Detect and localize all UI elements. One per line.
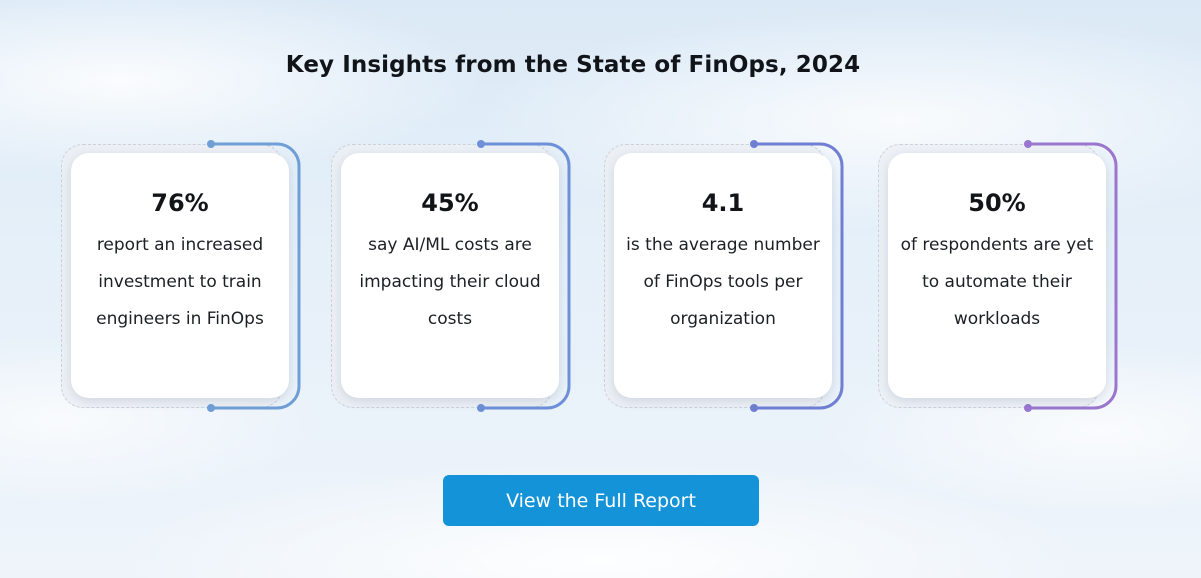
insight-value: 50% [968,189,1026,217]
insight-card-body: 50% of respondents are yet to automate t… [888,153,1106,398]
card-accent-frame [477,140,571,412]
insight-card-body: 4.1 is the average number of FinOps tool… [614,153,832,398]
insight-description: is the average number of FinOps tools pe… [626,235,820,329]
insight-card-3: 4.1 is the average number of FinOps tool… [604,140,854,415]
card-accent-frame [750,140,844,412]
insight-card-1: 76% report an increased investment to tr… [61,140,311,415]
insight-value: 4.1 [701,189,745,217]
insight-description: of respondents are yet to automate their… [900,235,1094,329]
insight-value: 76% [151,189,209,217]
card-accent-frame [207,140,301,412]
view-full-report-button[interactable]: View the Full Report [443,475,759,526]
insight-card-4: 50% of respondents are yet to automate t… [878,140,1128,415]
insight-description: say AI/ML costs are impacting their clou… [359,235,541,329]
insight-description: report an increased investment to train … [96,235,264,329]
card-accent-frame [1024,140,1118,412]
insight-card-body: 76% report an increased investment to tr… [71,153,289,398]
insight-card-body: 45% say AI/ML costs are impacting their … [341,153,559,398]
page-title: Key Insights from the State of FinOps, 2… [285,52,861,78]
insight-card-2: 45% say AI/ML costs are impacting their … [331,140,581,415]
insight-value: 45% [421,189,479,217]
